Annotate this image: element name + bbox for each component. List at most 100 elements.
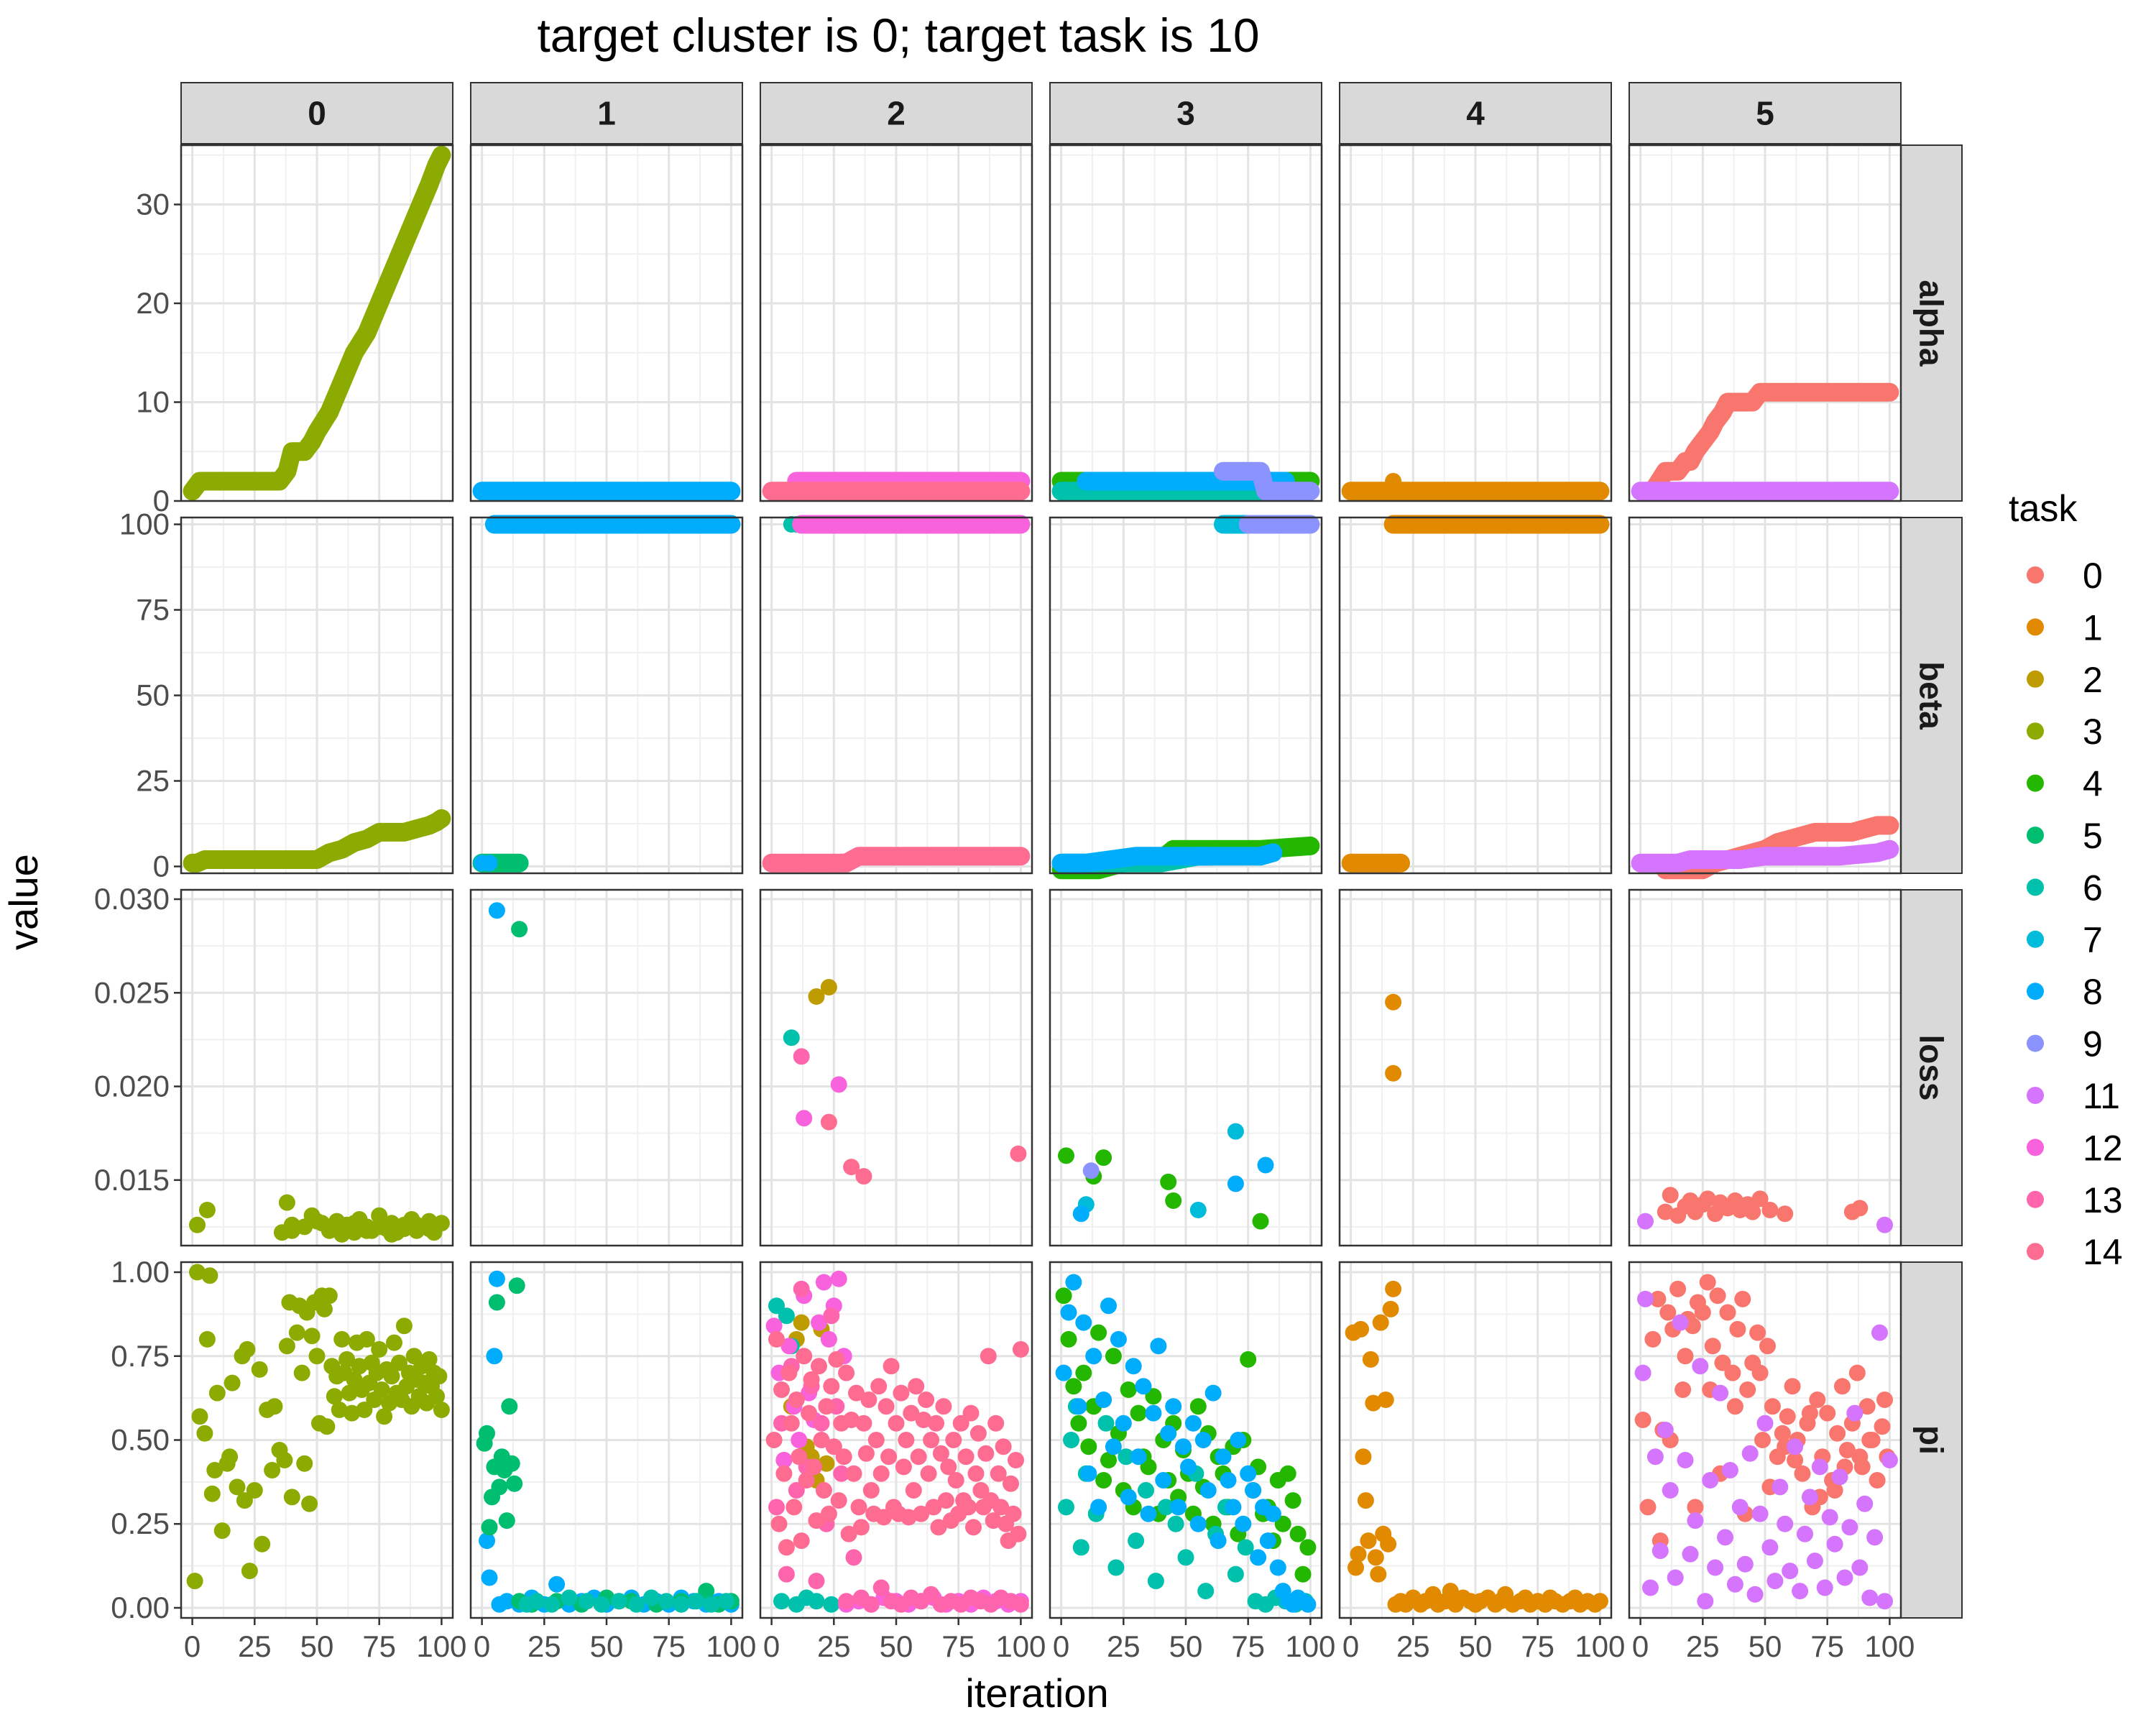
data-point (775, 1452, 793, 1468)
data-point (1058, 1499, 1074, 1516)
data-point (820, 979, 837, 995)
panel-border (759, 516, 1033, 875)
data-point (1726, 1576, 1743, 1593)
data-point (1836, 1569, 1853, 1586)
series-cluster-1-pi-task-6 (518, 1589, 734, 1613)
y-tick-label: 0.030 (94, 882, 170, 916)
data-point (229, 1478, 246, 1496)
data-point (1741, 1445, 1759, 1462)
data-point (371, 1218, 388, 1236)
data-point (768, 1297, 785, 1315)
data-point (843, 1412, 860, 1428)
data-point (251, 1361, 268, 1378)
data-point (1082, 1162, 1100, 1179)
legend-label: 14 (2083, 1232, 2123, 1272)
legend-key (2027, 1243, 2044, 1261)
panel-1-beta (471, 518, 742, 873)
data-point (1120, 1381, 1137, 1398)
data-point (658, 1593, 675, 1610)
data-point (830, 1270, 847, 1287)
data-point (1240, 1351, 1257, 1368)
legend-key (2027, 1138, 2044, 1156)
data-point (1180, 1458, 1197, 1476)
data-point (867, 1432, 885, 1448)
x-tick-label: 0 (1632, 1629, 1649, 1663)
data-point (830, 1076, 847, 1093)
data-point (1784, 1378, 1801, 1395)
data-point (1764, 1398, 1781, 1415)
data-point (1130, 1448, 1147, 1466)
data-point (1299, 1596, 1317, 1613)
facet-panels: 0 1 2 3 4 5 alpha beta loss pi 0 10 20 30 0 25 50 75 100 0.… (94, 82, 1963, 1663)
x-tick-label: 50 (590, 1629, 624, 1663)
data-point (898, 1432, 915, 1448)
data-point (1145, 1404, 1162, 1422)
series-cluster-2-loss-task-12 (796, 1076, 847, 1127)
row-strip-label: alpha (1913, 280, 1950, 367)
data-point (768, 1499, 785, 1516)
data-point (1719, 1304, 1736, 1321)
data-point (987, 1414, 1005, 1432)
data-point (341, 1384, 358, 1402)
data-point (1869, 1472, 1886, 1489)
data-point (1245, 1482, 1262, 1499)
data-point (1090, 1499, 1107, 1516)
x-tick-label: 100 (995, 1629, 1046, 1663)
x-tick-label: 50 (300, 1629, 334, 1663)
data-point (543, 1596, 561, 1613)
series-cluster-5-loss-task-0 (1657, 1187, 1869, 1224)
data-point (278, 1194, 295, 1211)
y-tick-label: 25 (136, 763, 170, 797)
data-point (1012, 1340, 1029, 1358)
data-point (1644, 1330, 1662, 1348)
data-point (1157, 1499, 1174, 1516)
x-tick-label: 25 (817, 1629, 851, 1663)
data-point (972, 1482, 990, 1499)
data-point (1095, 1149, 1112, 1167)
data-point (498, 1593, 515, 1610)
data-point (793, 1048, 810, 1065)
series-cluster-3-beta-task-8 (1051, 843, 1283, 873)
data-point (1072, 1205, 1089, 1223)
data-point (793, 1280, 810, 1297)
data-point (501, 1398, 518, 1415)
data-point (1230, 1432, 1247, 1448)
legend-key (2027, 774, 2044, 792)
data-point (1060, 1330, 1077, 1348)
data-point (1065, 1378, 1082, 1395)
data-point (1237, 1539, 1254, 1556)
data-point (796, 1348, 813, 1365)
data-point (1659, 1304, 1677, 1321)
x-tick-label: 100 (1575, 1629, 1625, 1663)
data-point (808, 988, 825, 1005)
panel-border (180, 144, 454, 502)
row-strip-label: loss (1913, 1034, 1950, 1100)
panel-5-loss (1629, 890, 1901, 1246)
data-point (1646, 1448, 1664, 1466)
data-point (872, 1465, 890, 1482)
y-axis-title: value (1, 854, 46, 950)
data-point (1215, 1448, 1232, 1466)
data-point (990, 1465, 1007, 1482)
data-point (1821, 1509, 1838, 1526)
data-point (1058, 1147, 1074, 1164)
data-point (1294, 1565, 1312, 1583)
data-point (930, 1519, 947, 1536)
data-point (688, 1593, 705, 1610)
series-cluster-5-alpha-task-0 (1643, 382, 1899, 501)
x-tick-label: 100 (416, 1629, 466, 1663)
data-point (254, 1535, 271, 1552)
data-point (1782, 1563, 1799, 1580)
data-point (1739, 1381, 1756, 1398)
data-point (528, 1593, 545, 1610)
data-point (1442, 1583, 1459, 1600)
data-point (765, 1317, 783, 1335)
data-point (1639, 1499, 1657, 1516)
data-point (1105, 1438, 1122, 1455)
data-point (1289, 1525, 1307, 1542)
legend-label: 2 (2083, 660, 2103, 700)
x-tick-label: 50 (1169, 1629, 1203, 1663)
data-point (338, 1351, 356, 1368)
data-point (1871, 1324, 1888, 1341)
